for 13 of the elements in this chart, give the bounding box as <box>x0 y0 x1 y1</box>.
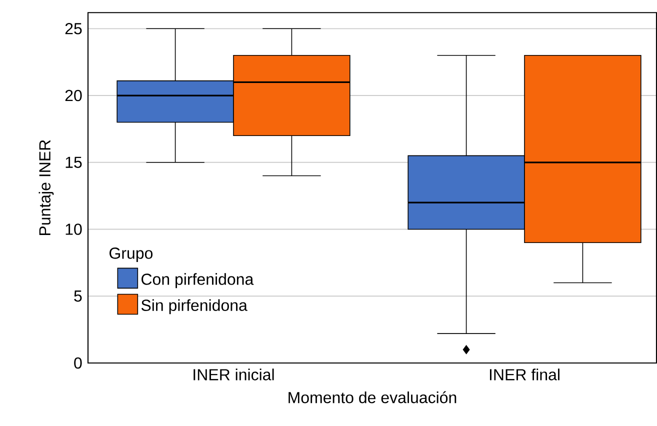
y-tick-label: 0 <box>74 357 82 369</box>
y-axis-title: Puntaje INER <box>38 140 54 235</box>
y-tick-label: 5 <box>74 290 82 302</box>
legend-label: Con pirfenidona <box>142 273 254 288</box>
x-tick-label: INER inicial <box>194 368 274 380</box>
y-tick-label: 25 <box>65 22 82 34</box>
y-tick-label: 20 <box>65 90 82 102</box>
legend-title: Grupo <box>110 248 153 262</box>
y-tick-label: 15 <box>66 156 82 168</box>
y-tick-label: 10 <box>66 224 82 235</box>
x-axis-title: Momento de evaluación <box>288 391 456 404</box>
legend-label: Sin pirfenidona <box>141 299 248 314</box>
x-tick-label: INER final <box>490 368 560 380</box>
